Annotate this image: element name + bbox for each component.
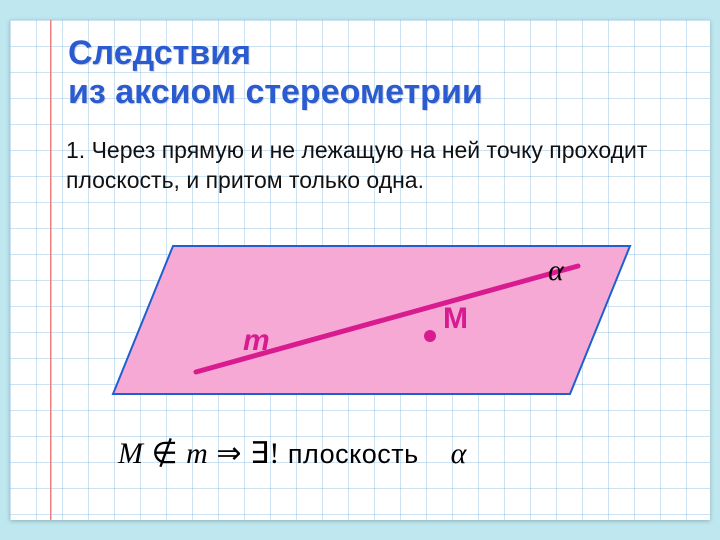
title-line-1: Следствия xyxy=(68,34,251,72)
label-line-m: m xyxy=(243,324,270,358)
formula-exists-unique: ∃! xyxy=(250,437,280,470)
title-line-2: из аксиом стереометрии xyxy=(68,73,483,111)
formula: M ∉ m ⇒ ∃! плоскость α xyxy=(118,436,467,471)
plane-diagram: m M α xyxy=(108,244,638,400)
formula-var-M: M xyxy=(118,437,144,470)
formula-alpha: α xyxy=(451,437,467,470)
label-plane-alpha: α xyxy=(548,254,564,288)
formula-implies: ⇒ xyxy=(216,437,242,470)
slide-title: Следствия из аксиом стереометрии xyxy=(68,34,483,112)
formula-var-m: m xyxy=(186,437,208,470)
point-m xyxy=(424,330,436,342)
notebook-paper: Следствия из аксиом стереометрии 1. Чере… xyxy=(10,20,710,520)
label-point-m: M xyxy=(443,302,468,336)
formula-word-plane: плоскость xyxy=(288,439,419,469)
formula-notin: ∉ xyxy=(152,437,179,470)
slide-frame: Следствия из аксиом стереометрии 1. Чере… xyxy=(0,0,720,540)
theorem-text: 1. Через прямую и не лежащую на ней точк… xyxy=(66,136,666,196)
